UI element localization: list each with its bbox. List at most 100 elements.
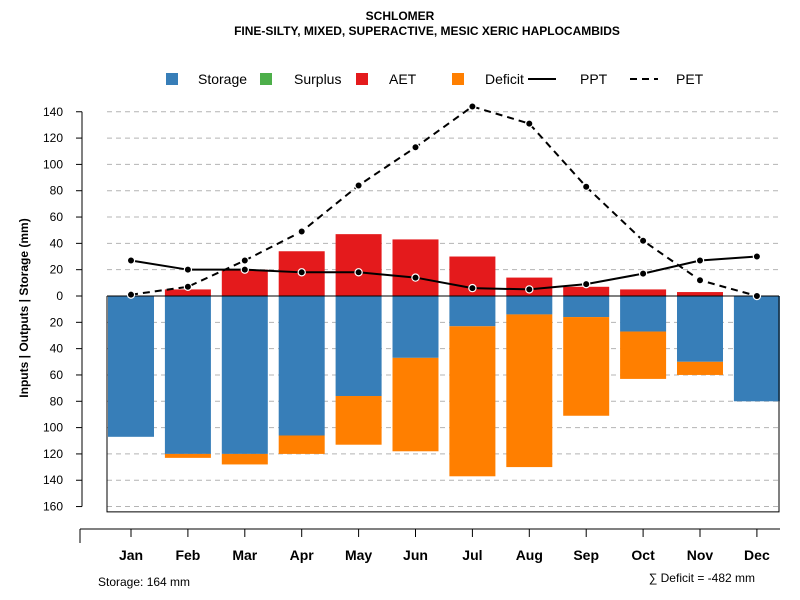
storage-bar — [449, 296, 496, 327]
pet-point — [240, 256, 249, 265]
deficit-bar — [506, 314, 553, 468]
x-tick-label: Sep — [573, 547, 599, 563]
ppt-point — [525, 285, 534, 294]
y-tick-label: 60 — [50, 210, 64, 224]
y-tick-label: 0 — [56, 289, 63, 303]
ppt-point — [126, 256, 136, 265]
ppt-point — [582, 279, 591, 289]
deficit-note: ∑ Deficit = -482 mm — [649, 571, 755, 585]
storage-bar — [108, 296, 154, 437]
storage-note: Storage: 164 mm — [98, 575, 190, 589]
y-tick-label: 40 — [50, 342, 64, 356]
x-tick-label: Jan — [119, 547, 143, 563]
x-tick-label: May — [345, 547, 372, 563]
deficit-bar — [278, 435, 325, 454]
deficit-bar — [164, 453, 211, 458]
y-tick-label: 160 — [43, 500, 63, 514]
storage-capacity-box — [106, 296, 780, 513]
y-tick-label: 80 — [50, 394, 64, 408]
pet-point — [297, 227, 306, 236]
axes: 140 120 100 80 60 40 20 0 20 40 60 80 100 120 140 160 Ja… — [43, 105, 780, 563]
x-tick-label: Aug — [516, 547, 543, 563]
y-tick-label: 20 — [50, 263, 64, 277]
storage-bar — [733, 296, 780, 402]
aet-bar — [335, 234, 382, 296]
aet-bar — [164, 289, 211, 296]
legend-label: PET — [676, 71, 704, 87]
pet-point — [525, 119, 534, 128]
x-tick-label: Nov — [687, 547, 714, 563]
x-tick-label: Apr — [290, 547, 315, 563]
y-tick-label: 120 — [43, 131, 63, 145]
y-tick-label: 80 — [50, 184, 64, 198]
pet-point — [411, 143, 420, 152]
pet-point — [183, 282, 193, 291]
legend-label: AET — [389, 71, 417, 87]
x-tick-label: Dec — [744, 547, 770, 563]
ppt-point — [297, 268, 306, 277]
chart-subtitle: FINE-SILTY, MIXED, SUPERACTIVE, MESIC XE… — [234, 24, 620, 38]
series-lines — [126, 102, 762, 301]
y-axis-label: Inputs | Outputs | Storage (mm) — [17, 218, 31, 397]
x-tick-label: Mar — [232, 547, 257, 563]
aet-bar — [221, 269, 268, 296]
legend-swatch — [260, 73, 272, 85]
ppt-line — [130, 255, 757, 291]
x-tick-label: Feb — [175, 547, 200, 563]
aet-bar — [677, 292, 723, 296]
deficit-bar — [620, 331, 667, 379]
legend: Storage Surplus AET Deficit PPT PET — [166, 71, 704, 87]
pet-point — [354, 181, 363, 190]
storage-bar — [335, 296, 382, 397]
aet-bar — [563, 286, 610, 296]
legend-swatch — [452, 73, 464, 85]
deficit-bar — [392, 357, 439, 452]
x-tick-label: Oct — [631, 547, 655, 563]
storage-bar — [221, 296, 268, 454]
storage-bar — [506, 296, 553, 315]
deficit-bar — [677, 361, 723, 375]
legend-label: Deficit — [485, 71, 524, 87]
pet-point — [582, 182, 591, 191]
legend-swatch — [166, 73, 178, 85]
storage-bar — [563, 296, 610, 318]
aet-bar — [620, 289, 667, 296]
plot-frame — [106, 295, 780, 513]
legend-label: Surplus — [294, 71, 341, 87]
pet-line — [130, 105, 758, 297]
pet-point — [468, 102, 477, 111]
x-tick-label: Jun — [403, 547, 428, 563]
grid-lines — [107, 111, 779, 508]
storage-bar — [278, 296, 325, 436]
aet-bar — [392, 239, 439, 296]
storage-bar — [164, 296, 211, 454]
y-tick-label: 100 — [43, 421, 63, 435]
pet-point — [752, 291, 762, 301]
pet-point — [126, 290, 136, 299]
y-tick-label: 120 — [43, 447, 63, 461]
y-tick-label: 20 — [50, 315, 64, 329]
deficit-bar — [221, 453, 268, 465]
ppt-point — [240, 265, 249, 274]
y-tick-label: 60 — [50, 368, 64, 382]
ppt-point — [411, 273, 420, 282]
storage-bar — [620, 296, 667, 332]
legend-label: PPT — [580, 71, 608, 87]
pet-point — [695, 276, 705, 285]
y-tick-label: 140 — [43, 105, 63, 119]
ppt-point — [752, 252, 762, 261]
chart-title: SCHLOMER — [366, 9, 435, 23]
ppt-point — [183, 265, 193, 274]
ppt-point — [354, 268, 363, 277]
y-tick-label: 40 — [50, 236, 64, 250]
y-tick-label: 140 — [43, 473, 63, 487]
storage-bar — [677, 296, 723, 362]
bars — [108, 234, 780, 477]
legend-label: Storage — [198, 71, 247, 87]
ppt-point — [638, 269, 648, 278]
y-tick-label: 100 — [43, 157, 63, 171]
x-tick-label: Jul — [462, 547, 482, 563]
storage-bar — [392, 296, 439, 358]
deficit-bar — [335, 396, 382, 445]
